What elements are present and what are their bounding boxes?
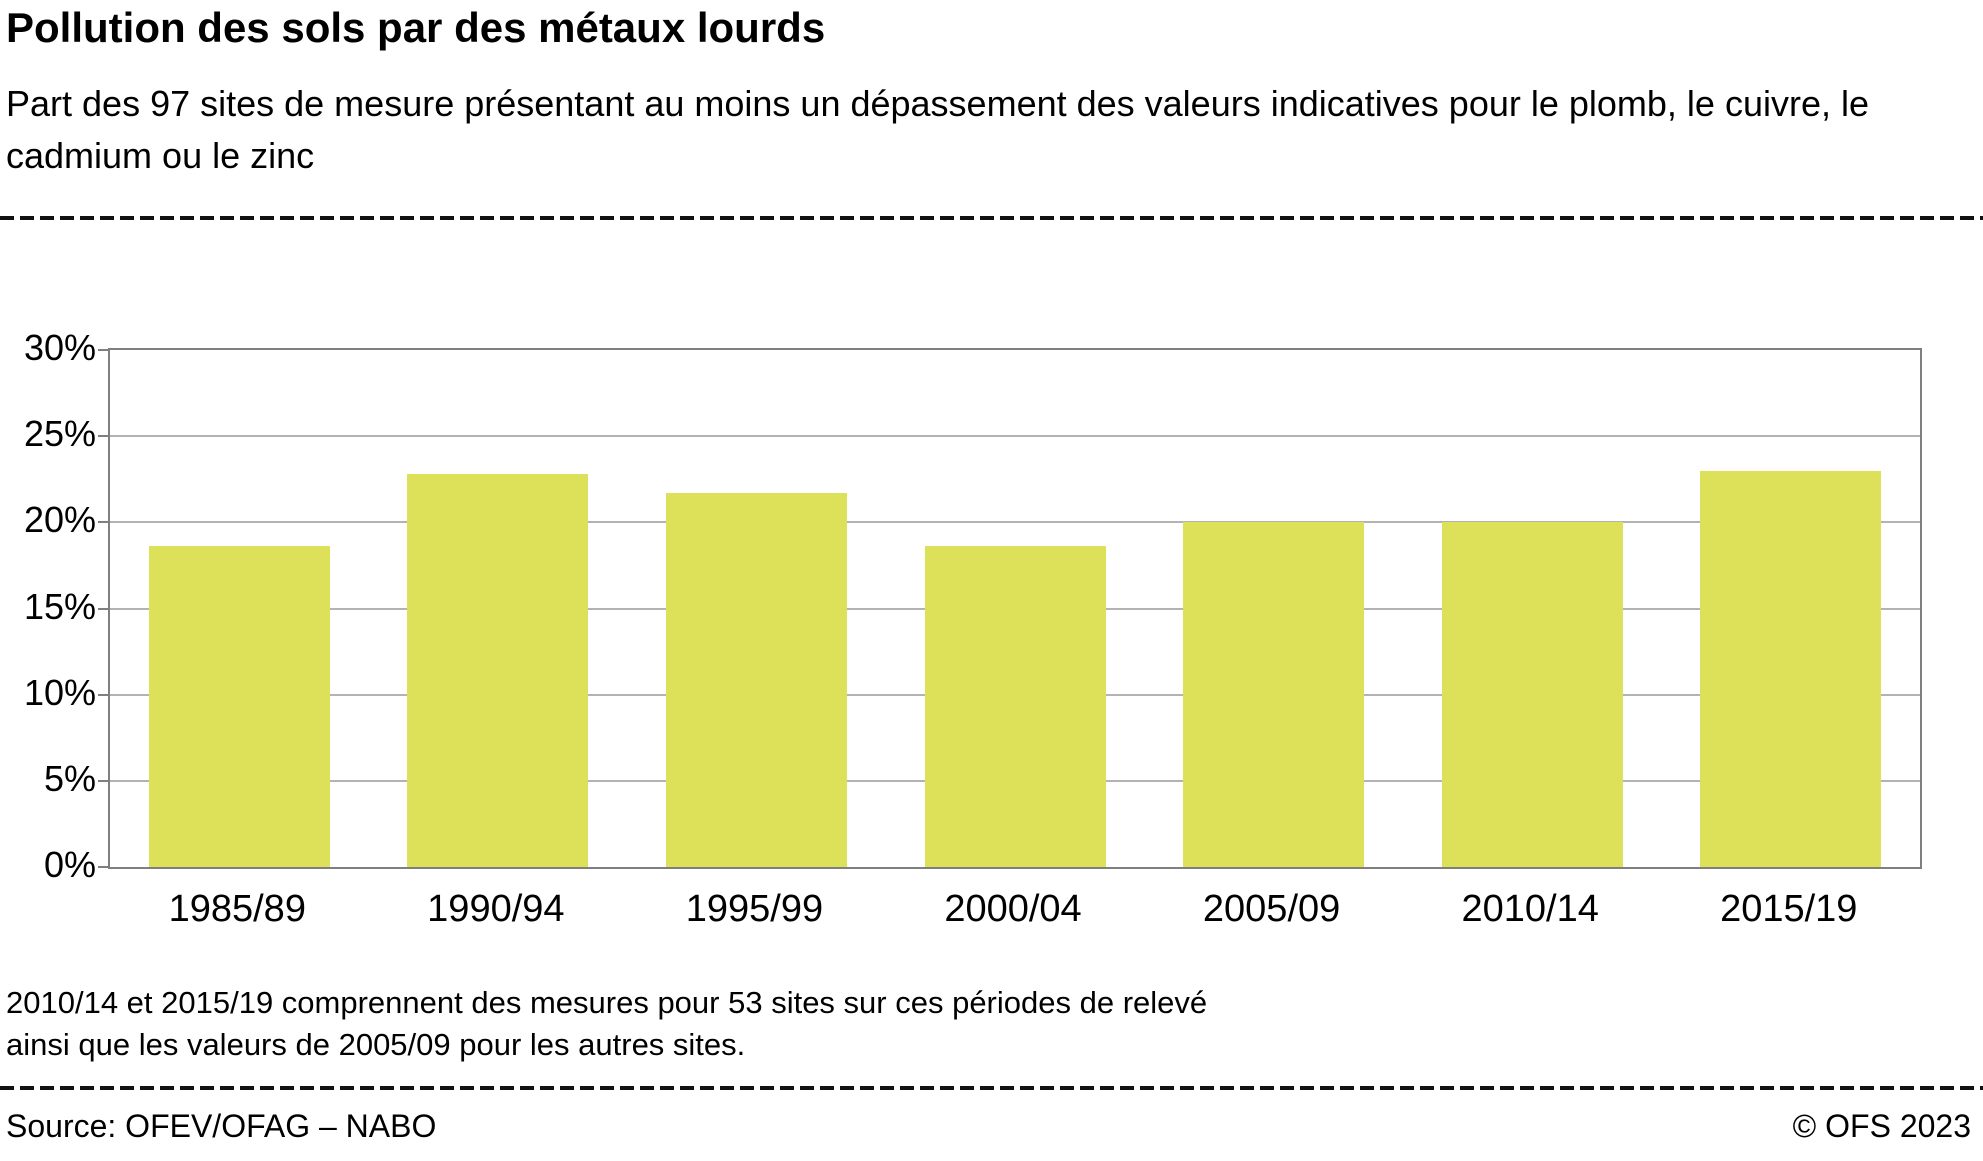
y-axis-label: 10% — [23, 671, 96, 713]
top-divider — [0, 216, 1983, 220]
y-axis-label: 25% — [23, 413, 96, 455]
bar-2010-14 — [1441, 522, 1623, 867]
y-tick — [98, 866, 110, 868]
bar-2015-19 — [1700, 470, 1882, 867]
chart-subtitle: Part des 97 sites de mesure présentant a… — [6, 83, 1869, 177]
y-tick — [98, 779, 110, 782]
y-tick — [98, 435, 110, 438]
x-axis-label: 1990/94 — [427, 888, 565, 930]
y-axis-label: 30% — [23, 327, 96, 368]
bottom-divider — [0, 1086, 1983, 1090]
bar-1985-89 — [148, 546, 330, 867]
y-tick — [98, 607, 110, 610]
y-axis-label: 0% — [43, 844, 96, 885]
bar-slot — [110, 350, 369, 867]
footnote-line-2: ainsi que les valeurs de 2005/09 pour le… — [6, 1026, 746, 1062]
plot-area — [98, 348, 1922, 869]
source-label: Source: OFEV/OFAG – NABO — [6, 1108, 437, 1144]
y-tick — [98, 349, 110, 351]
bar-slot — [369, 350, 628, 867]
gridline-25 — [110, 435, 1920, 438]
x-axis-label: 2005/09 — [1202, 888, 1341, 930]
x-axis-label: 2015/19 — [1720, 888, 1858, 930]
y-tick — [98, 521, 110, 524]
footnote: 2010/14 et 2015/19 comprennent des mesur… — [6, 982, 1207, 1066]
bar-1990-94 — [407, 474, 589, 867]
bar-slot — [886, 350, 1145, 867]
gridline-20 — [110, 521, 1920, 524]
bar-slot — [1661, 350, 1920, 867]
x-axis-label: 2000/04 — [944, 888, 1082, 930]
bar-slot — [1144, 350, 1403, 867]
bar-2000-04 — [924, 546, 1106, 867]
chart-title: Pollution des sols par des métaux lourds — [6, 4, 826, 51]
y-axis-label: 20% — [23, 499, 96, 541]
x-axis-label: 1985/89 — [168, 888, 306, 930]
footnote-line-1: 2010/14 et 2015/19 comprennent des mesur… — [6, 985, 1208, 1020]
x-axis-label: 2010/14 — [1461, 888, 1599, 930]
bars-container — [110, 350, 1920, 867]
bar-2005-09 — [1183, 522, 1365, 867]
y-axis-label: 15% — [23, 585, 96, 627]
y-tick — [98, 693, 110, 696]
y-axis: 0% 5% 10% 15% 20% 25% 30% — [0, 327, 96, 885]
copyright-label: © OFS 2023 — [1792, 1108, 1971, 1144]
footer: Source: OFEV/OFAG – NABO © OFS 2023 — [6, 1108, 1971, 1145]
y-axis-label: 5% — [43, 757, 96, 799]
bar-slot — [627, 350, 886, 867]
bar-slot — [1403, 350, 1662, 867]
bar-1995-99 — [665, 493, 847, 867]
x-axis: 1985/89 1990/94 1995/99 2000/04 2005/09 2010/… — [108, 888, 1918, 931]
x-axis-label: 1995/99 — [685, 888, 824, 930]
